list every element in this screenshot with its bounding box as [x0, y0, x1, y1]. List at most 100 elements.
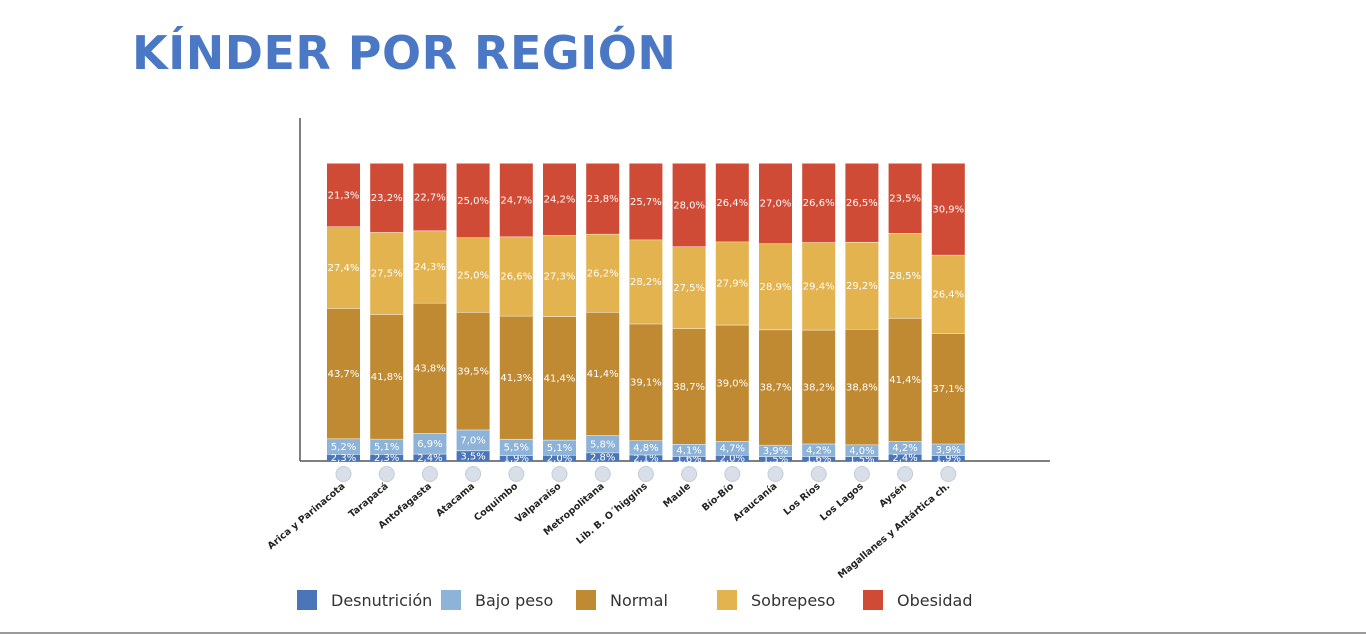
bar-segment: [370, 163, 404, 233]
bar-segment: [456, 163, 490, 238]
x-tick-label: Arica y Parinacota: [266, 481, 348, 552]
data-label: 22,7%: [414, 192, 446, 203]
data-label: 38,8%: [846, 382, 878, 393]
bar-segment: [715, 455, 749, 461]
data-label: 3,9%: [936, 445, 961, 456]
bar-segment: [845, 328, 879, 445]
bar-segment: [370, 438, 404, 455]
bar-segment: [456, 237, 490, 312]
data-label: 25,0%: [457, 270, 489, 281]
bar-segment: [370, 454, 404, 461]
data-label: 23,5%: [889, 194, 921, 205]
category-marker: [335, 466, 352, 482]
bar-segment: [543, 439, 576, 456]
data-label: 43,7%: [328, 369, 360, 380]
bar-segment: [759, 243, 792, 330]
bar-segment: [586, 163, 620, 234]
category-marker: [724, 466, 741, 482]
category-marker: [810, 466, 827, 482]
stacked-bar-chart: 2,3%5,2%43,7%27,4%21,3%Arica y Parinacot…: [266, 118, 1050, 581]
bar-segment: [715, 163, 749, 242]
data-label: 2,0%: [547, 454, 572, 465]
legend-swatch: [717, 590, 737, 610]
x-tick-label: Bío-Bío: [700, 481, 737, 514]
bar-segment: [931, 254, 965, 334]
bar-segment: [845, 241, 879, 329]
bar-segment: [888, 233, 922, 318]
bar-segment: [888, 441, 922, 454]
bar-segment: [586, 233, 620, 312]
bar-segment: [586, 452, 620, 461]
x-tick-label: Lib. B. O´higgins: [574, 481, 650, 547]
bar-segment: [715, 441, 749, 456]
legend-swatch: [576, 590, 596, 610]
category-marker: [508, 466, 525, 482]
data-label: 41,4%: [587, 369, 619, 380]
data-label: 38,7%: [760, 383, 792, 394]
bar-segment: [499, 163, 533, 237]
bottom-divider: [0, 632, 1366, 634]
data-label: 5,8%: [590, 440, 615, 451]
bar-segment: [931, 443, 965, 456]
bar-segment: [413, 433, 447, 454]
bar-segment: [413, 230, 447, 303]
data-label: 1,9%: [504, 454, 529, 465]
data-label: 27,5%: [673, 283, 705, 294]
bar-segment: [759, 456, 792, 461]
category-marker: [681, 466, 698, 482]
legend-swatch: [297, 590, 317, 610]
data-label: 2,1%: [633, 453, 658, 464]
data-label: 27,4%: [328, 263, 360, 274]
data-label: 28,9%: [760, 282, 792, 293]
legend-swatch: [863, 590, 883, 610]
bar-segment: [931, 163, 965, 255]
x-tick-label: Aysén: [877, 481, 909, 510]
data-label: 2,4%: [892, 453, 917, 464]
data-label: 30,9%: [932, 204, 964, 215]
data-label: 27,3%: [544, 271, 576, 282]
data-label: 27,0%: [760, 199, 792, 210]
data-label: 25,0%: [457, 196, 489, 207]
x-tick-label: Maule: [661, 481, 693, 510]
legend-item: Desnutrición: [297, 590, 432, 610]
data-label: 4,2%: [806, 445, 831, 456]
bar-segment: [672, 163, 706, 247]
x-tick-label: Los Ríos: [782, 481, 823, 518]
data-label: 38,2%: [803, 382, 835, 393]
x-tick-label: Tarapacá: [347, 481, 391, 520]
chart-legend: Desnutrición Bajo peso Normal Sobrepeso Obes…: [0, 590, 1366, 616]
data-label: 23,2%: [371, 193, 403, 204]
bar-segment: [499, 455, 533, 461]
bar-segment: [931, 333, 965, 444]
legend-item: Obesidad: [863, 590, 973, 610]
x-tick-label: Atacama: [434, 481, 477, 519]
bar-segment: [715, 241, 749, 325]
page-title: KÍNDER POR REGIÓN: [132, 26, 677, 80]
bar-segment: [543, 163, 576, 236]
category-marker: [551, 466, 568, 482]
data-label: 2,0%: [720, 454, 745, 465]
data-label: 7,0%: [460, 436, 485, 447]
data-label: 26,4%: [716, 198, 748, 209]
data-label: 5,1%: [374, 442, 399, 453]
category-marker: [465, 466, 482, 482]
bar-segment: [888, 163, 922, 234]
data-label: 24,7%: [500, 195, 532, 206]
bar-segment: [327, 454, 360, 461]
category-marker: [637, 466, 654, 482]
data-label: 27,5%: [371, 269, 403, 280]
data-label: 26,4%: [932, 290, 964, 301]
legend-item: Bajo peso: [441, 590, 553, 610]
bar-segment: [413, 302, 447, 434]
bar-segment: [715, 324, 749, 442]
legend-label: Normal: [610, 590, 668, 610]
bar-segment: [543, 455, 576, 461]
bar-segment: [845, 444, 879, 457]
category-marker: [853, 466, 870, 482]
data-label: 2,3%: [331, 453, 356, 464]
legend-label: Sobrepeso: [751, 590, 836, 610]
bar-segment: [327, 308, 360, 439]
bar-segment: [327, 226, 360, 309]
bar-segment: [672, 246, 706, 329]
legend-swatch: [441, 590, 461, 610]
